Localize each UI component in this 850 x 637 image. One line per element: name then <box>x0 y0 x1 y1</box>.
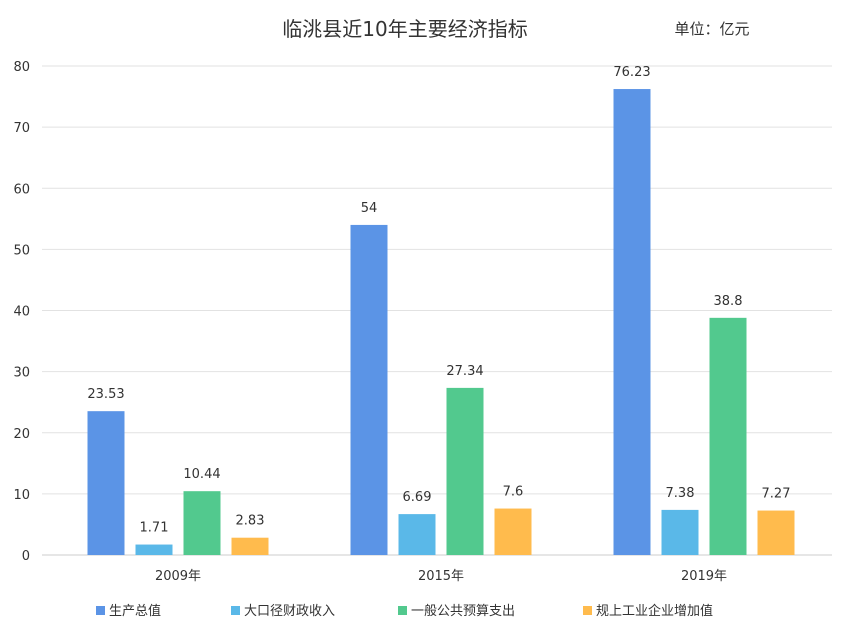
legend-label: 一般公共预算支出 <box>411 603 515 619</box>
data-label: 23.53 <box>87 387 124 402</box>
bar <box>87 411 125 555</box>
chart-title: 临洮县近10年主要经济指标 <box>282 17 527 41</box>
data-label: 2.83 <box>236 514 265 529</box>
bar <box>613 89 651 555</box>
y-axis-ticks: 0 10 20 30 40 50 60 70 80 <box>13 60 30 564</box>
legend-label: 大口径财政收入 <box>244 604 335 619</box>
data-labels: 23.53 1.71 10.44 2.83 54 6.69 27.34 7.6 76.23 7.3… <box>87 65 790 536</box>
bar <box>757 510 795 555</box>
x-tick-label: 2009年 <box>155 569 201 584</box>
x-axis-ticks: 2009年 2015年 2019年 <box>155 569 727 584</box>
data-label: 76.23 <box>613 65 650 80</box>
legend-label: 规上工业企业增加值 <box>596 603 713 619</box>
y-tick-label: 40 <box>13 305 30 320</box>
y-tick-label: 0 <box>22 549 30 564</box>
data-label: 7.6 <box>503 485 524 500</box>
data-label: 7.27 <box>762 487 791 502</box>
y-tick-label: 10 <box>13 488 30 503</box>
y-tick-label: 80 <box>13 60 30 75</box>
grid-lines <box>42 65 832 556</box>
bar <box>350 224 388 556</box>
bar <box>398 514 436 555</box>
legend-swatch <box>583 606 592 615</box>
bar <box>135 544 173 555</box>
x-tick-label: 2019年 <box>681 569 727 584</box>
legend-swatch <box>398 606 407 615</box>
bar <box>231 537 269 555</box>
y-tick-label: 30 <box>13 366 30 381</box>
legend-swatch <box>96 606 105 615</box>
bar <box>709 317 747 555</box>
legend: 生产总值 大口径财政收入 一般公共预算支出 规上工业企业增加值 <box>96 603 713 619</box>
data-label: 6.69 <box>403 490 432 505</box>
y-tick-label: 50 <box>13 243 30 258</box>
bars <box>87 89 795 556</box>
data-label: 27.34 <box>446 364 483 379</box>
x-tick-label: 2015年 <box>418 569 464 584</box>
data-label: 1.71 <box>140 521 169 536</box>
bar <box>494 508 532 555</box>
y-tick-label: 60 <box>13 182 30 197</box>
unit-label: 单位：亿元 <box>674 20 749 38</box>
data-label: 38.8 <box>714 294 743 309</box>
y-tick-label: 20 <box>13 427 30 442</box>
legend-label: 生产总值 <box>109 603 161 619</box>
legend-swatch <box>231 606 240 615</box>
bar <box>183 491 221 555</box>
data-label: 7.38 <box>666 486 695 501</box>
data-label: 54 <box>361 201 378 216</box>
bar <box>446 387 484 555</box>
bar <box>661 509 699 555</box>
y-tick-label: 70 <box>13 121 30 136</box>
data-label: 10.44 <box>183 467 220 482</box>
